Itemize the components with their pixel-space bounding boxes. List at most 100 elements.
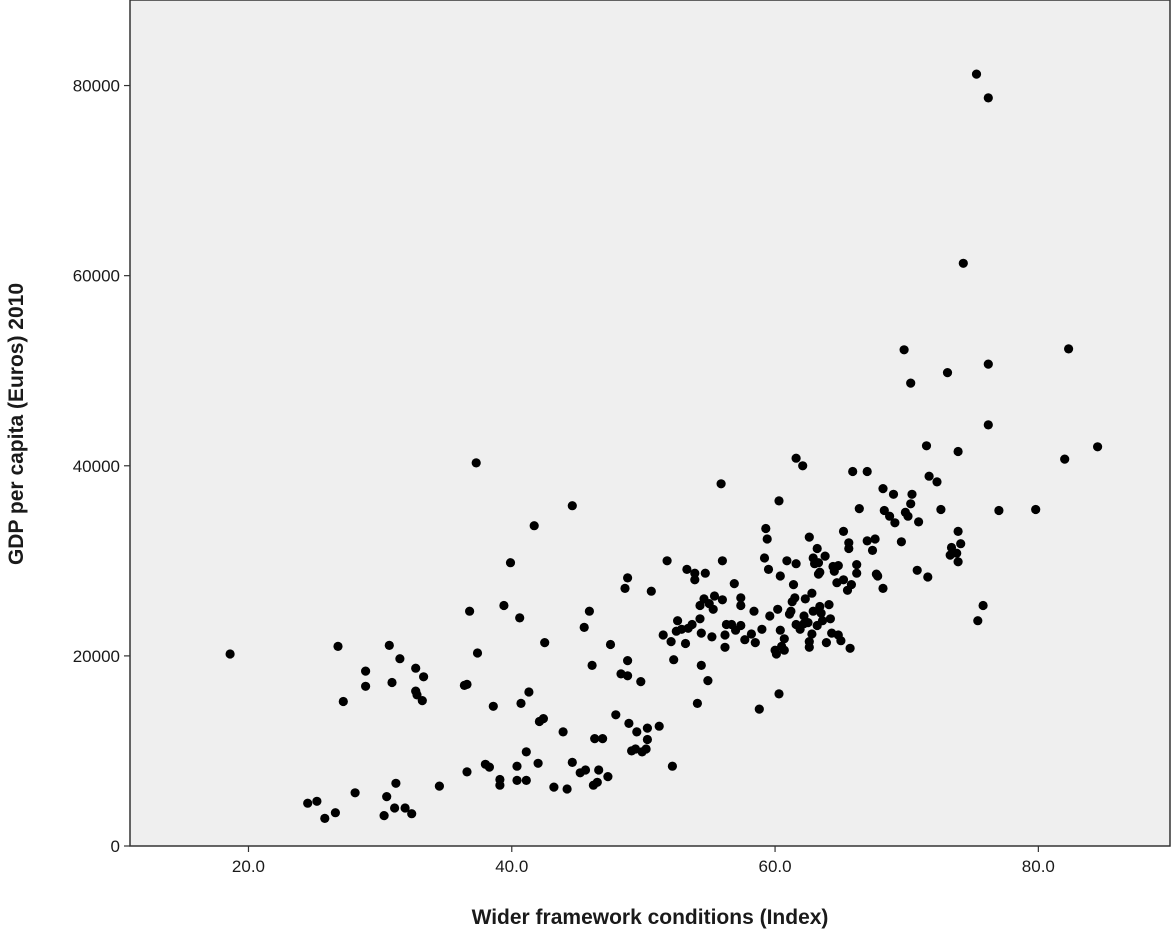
data-point bbox=[417, 696, 427, 706]
data-point bbox=[779, 645, 789, 655]
data-point bbox=[848, 466, 858, 477]
x-tick-label: 40.0 bbox=[495, 857, 528, 876]
data-point bbox=[720, 630, 730, 640]
data-point bbox=[952, 548, 962, 558]
data-point bbox=[845, 643, 855, 653]
data-point bbox=[983, 420, 993, 430]
data-point bbox=[407, 809, 417, 819]
data-point bbox=[598, 734, 608, 744]
data-point bbox=[978, 600, 988, 611]
data-point bbox=[646, 586, 656, 596]
data-point bbox=[838, 575, 849, 585]
data-point bbox=[798, 461, 808, 471]
data-point bbox=[696, 628, 706, 638]
data-point bbox=[790, 593, 800, 603]
data-points bbox=[225, 69, 1103, 824]
data-point bbox=[942, 368, 953, 378]
data-point bbox=[878, 583, 888, 594]
data-point bbox=[515, 613, 525, 623]
data-point bbox=[529, 521, 539, 531]
data-point bbox=[690, 575, 700, 585]
data-point bbox=[592, 777, 602, 787]
data-point bbox=[736, 593, 746, 603]
data-point bbox=[488, 701, 498, 711]
data-point bbox=[303, 798, 313, 808]
data-point bbox=[762, 534, 772, 544]
data-point bbox=[844, 538, 854, 548]
data-point bbox=[411, 663, 421, 673]
data-point bbox=[379, 811, 389, 821]
data-point bbox=[696, 660, 706, 671]
x-axis-title: Wider framework conditions (Index) bbox=[472, 906, 829, 929]
data-point bbox=[757, 624, 767, 634]
y-tick-label: 20000 bbox=[73, 647, 120, 666]
data-point bbox=[983, 359, 993, 369]
data-point bbox=[700, 568, 710, 578]
data-point bbox=[580, 765, 591, 775]
data-point bbox=[667, 761, 678, 771]
data-point bbox=[899, 345, 909, 355]
data-point bbox=[820, 551, 830, 561]
data-point bbox=[936, 504, 946, 515]
data-point bbox=[763, 564, 774, 575]
data-point bbox=[690, 568, 700, 578]
data-point bbox=[907, 489, 917, 499]
data-point bbox=[540, 638, 550, 648]
data-point bbox=[567, 501, 577, 511]
data-point bbox=[390, 803, 400, 813]
data-point bbox=[912, 565, 922, 575]
data-point bbox=[594, 765, 604, 775]
data-point bbox=[813, 558, 824, 568]
data-point bbox=[512, 775, 522, 786]
data-point bbox=[754, 704, 764, 714]
data-point bbox=[914, 517, 924, 527]
data-point bbox=[695, 600, 705, 611]
data-point bbox=[924, 471, 934, 481]
x-tick-label: 60.0 bbox=[759, 857, 792, 876]
data-point bbox=[750, 638, 760, 648]
data-point bbox=[636, 677, 646, 687]
data-point bbox=[666, 637, 676, 647]
data-point bbox=[603, 772, 613, 782]
y-tick-label: 40000 bbox=[73, 457, 120, 476]
data-point bbox=[708, 604, 718, 614]
data-point bbox=[983, 93, 993, 103]
data-point bbox=[320, 813, 330, 824]
data-point bbox=[873, 571, 883, 581]
data-point bbox=[807, 629, 817, 639]
data-point bbox=[736, 620, 746, 631]
data-point bbox=[862, 536, 872, 546]
data-point bbox=[419, 672, 429, 682]
data-point bbox=[815, 567, 825, 577]
data-point bbox=[775, 571, 785, 581]
data-point bbox=[867, 545, 878, 556]
data-point bbox=[896, 537, 907, 547]
data-point bbox=[361, 666, 371, 676]
data-point bbox=[549, 782, 559, 792]
x-tick-label: 80.0 bbox=[1022, 857, 1055, 876]
data-point bbox=[680, 638, 691, 649]
data-point bbox=[400, 803, 410, 813]
data-point bbox=[717, 595, 728, 605]
data-point bbox=[765, 611, 775, 621]
data-point bbox=[338, 696, 348, 707]
data-point bbox=[717, 556, 728, 566]
data-point bbox=[852, 560, 862, 570]
data-point bbox=[812, 543, 822, 554]
data-point bbox=[799, 611, 809, 621]
data-point bbox=[391, 778, 401, 788]
data-point bbox=[562, 784, 572, 794]
data-point bbox=[825, 614, 836, 624]
data-point bbox=[1093, 442, 1103, 452]
data-point bbox=[709, 591, 720, 601]
data-point bbox=[538, 714, 549, 724]
y-axis-title: GDP per capita (Euros) 2010 bbox=[5, 283, 28, 565]
data-point bbox=[774, 689, 784, 699]
data-point bbox=[658, 630, 668, 640]
data-point bbox=[623, 573, 633, 583]
data-point bbox=[890, 518, 900, 528]
data-point bbox=[953, 446, 963, 457]
data-point bbox=[782, 556, 792, 566]
data-point bbox=[682, 564, 692, 575]
